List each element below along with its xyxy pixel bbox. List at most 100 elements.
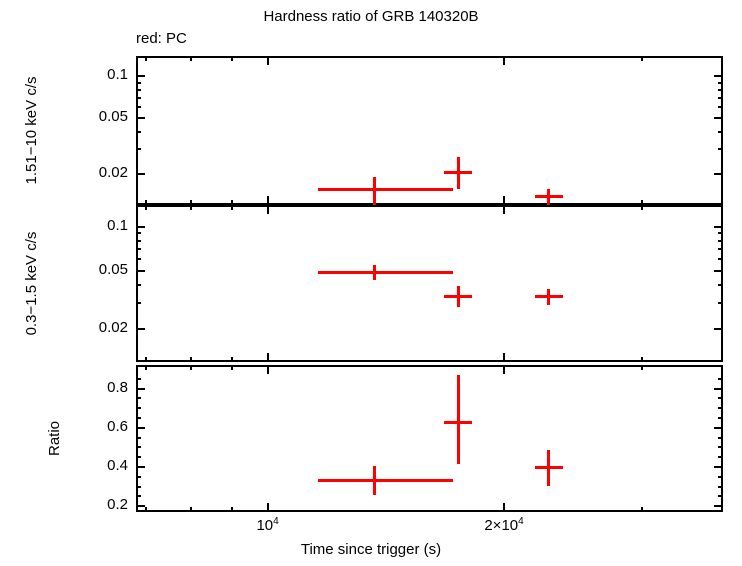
y-tick-right [714,505,723,508]
y-tick [136,130,141,133]
y-tick-label: 0.05 [98,260,128,278]
y-tick-right [718,397,723,400]
y-tick-right [714,328,723,331]
tick-layer-middle [136,205,723,362]
y-tick-label: 0.02 [98,164,128,182]
y-tick [136,426,145,429]
y-tick-right [718,148,723,151]
legend-label: red: PC [136,30,187,47]
x-tick [503,503,506,512]
y-tick-right [718,475,723,478]
y-tick-right [714,225,723,228]
y-tick-right [718,130,723,133]
x-tick-top [503,205,506,214]
y-tick-right [718,88,723,91]
x-tick-top [144,205,147,210]
y-tick [136,239,141,242]
y-tick-right [718,456,723,459]
y-tick [136,75,145,78]
y-tick [136,485,141,488]
x-tick [641,507,644,512]
y-tick [136,377,141,380]
x-tick-label: 104 [256,516,279,534]
y-tick-label: 0.02 [98,319,128,337]
x-tick [503,196,506,205]
x-tick [503,353,506,362]
error-bar-y [456,374,460,464]
x-tick-top [503,365,506,374]
y-tick [136,97,141,100]
y-tick-right [714,269,723,272]
x-tick-top [266,205,269,214]
y-tick [136,407,141,410]
y-tick-right [714,173,723,176]
y-tick [136,173,145,176]
error-bar-x [318,270,453,274]
y-tick [136,465,145,468]
y-tick-right [718,377,723,380]
y-tick-label: 0.1 [107,66,128,84]
y-tick-label: 0.1 [107,216,128,234]
y-tick [136,475,141,478]
error-bar-y [547,189,551,205]
y-axis-title-ratio: Ratio [45,420,63,456]
y-tick [136,456,141,459]
y-tick-right [714,426,723,429]
panel-soft-band [136,205,723,362]
y-tick-right [718,416,723,419]
y-tick-right [718,248,723,251]
error-bar-y [456,285,460,307]
y-tick [136,328,145,331]
error-bar-y [373,177,377,205]
error-bar-y [456,156,460,190]
y-tick [136,302,141,305]
x-tick [266,353,269,362]
x-tick-top [266,365,269,374]
x-tick-top [144,56,147,61]
x-tick-top [641,56,644,61]
y-tick-right [718,284,723,287]
y-tick-right [714,465,723,468]
y-tick-right [718,436,723,439]
y-tick [136,446,141,449]
y-tick-label: 0.8 [107,378,128,396]
y-tick-right [718,97,723,100]
y-tick [136,397,141,400]
x-axis-title: Time since trigger (s) [300,541,442,558]
y-tick [136,232,141,235]
x-tick [641,357,644,362]
x-tick-top [230,205,233,210]
x-tick [144,507,147,512]
y-tick-right [714,75,723,78]
y-tick [136,495,141,498]
tick-layer-bottom [136,365,723,512]
y-axis-title-hard-band: 1.51−10 keV c/s [22,76,40,184]
y-tick [136,225,145,228]
y-tick-right [718,302,723,305]
y-tick-right [718,485,723,488]
page-title: Hardness ratio of GRB 140320B [263,8,479,25]
x-tick [144,200,147,205]
error-bar-y [547,450,551,486]
x-tick-top [190,56,193,61]
tick-layer-top [136,56,723,205]
y-tick [136,117,145,120]
y-tick [136,436,141,439]
x-tick [230,507,233,512]
y-tick-right [714,387,723,390]
x-tick-top [190,205,193,210]
y-tick-right [718,446,723,449]
x-tick [266,503,269,512]
y-tick [136,284,141,287]
error-bar-x [318,479,453,483]
x-tick [190,507,193,512]
y-tick-label: 0.4 [107,456,128,474]
y-tick-right [718,106,723,109]
x-tick [266,196,269,205]
x-tick-top [190,365,193,370]
x-tick-top [144,365,147,370]
y-tick-right [718,258,723,261]
panel-hard-band [136,56,723,205]
x-tick [230,200,233,205]
